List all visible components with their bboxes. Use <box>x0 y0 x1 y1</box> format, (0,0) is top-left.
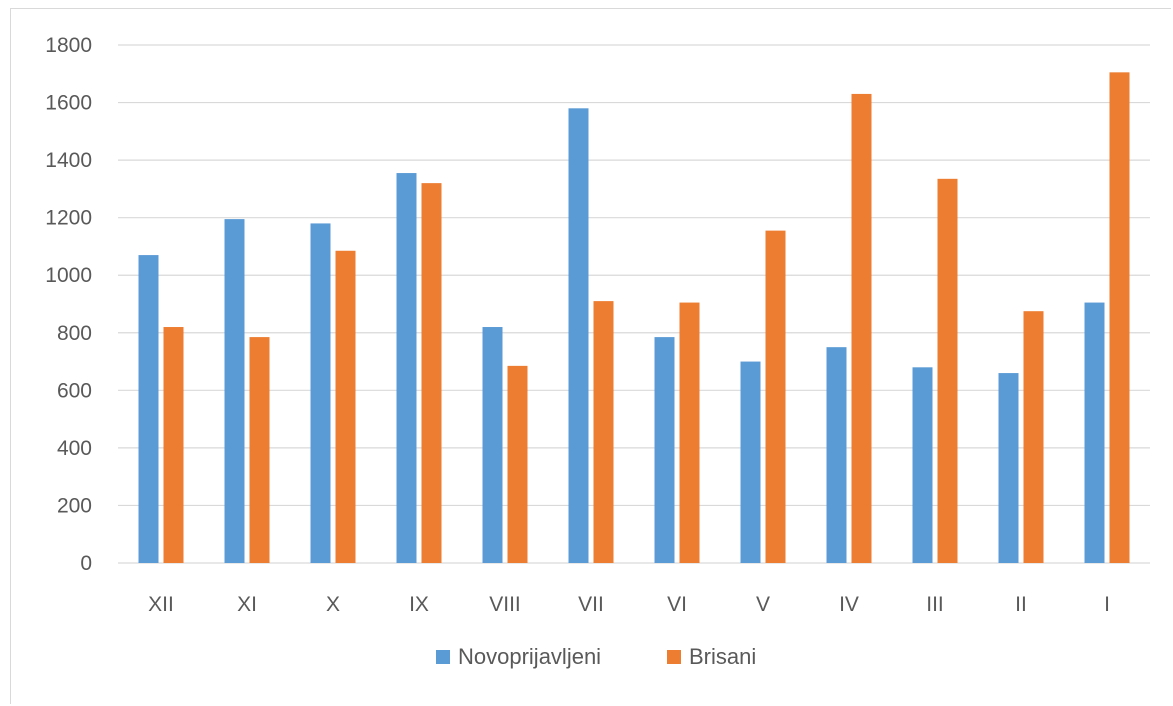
legend: Novoprijavljeni Brisani <box>436 644 756 669</box>
gridlines <box>118 44 1150 564</box>
legend-label: Brisani <box>689 644 756 669</box>
bar-novoprijavljeni <box>740 361 761 563</box>
bar-brisani <box>679 302 700 563</box>
y-tick-label: 0 <box>80 552 92 575</box>
x-tick-label: II <box>1015 593 1027 616</box>
y-axis-ticks: 0 200 400 600 800 1000 1200 1400 1600 1800 <box>45 34 92 575</box>
bar-brisani <box>1109 72 1130 563</box>
x-tick-label: VIII <box>489 593 521 616</box>
y-tick-label: 1800 <box>45 34 92 57</box>
bar-novoprijavljeni <box>224 219 245 563</box>
bar-brisani <box>507 365 528 563</box>
bar-brisani <box>421 183 442 563</box>
bar-novoprijavljeni <box>654 337 675 563</box>
x-tick-label: VI <box>667 593 687 616</box>
bar-brisani <box>249 337 270 563</box>
y-tick-label: 1200 <box>45 207 92 230</box>
bar-brisani <box>335 250 356 563</box>
y-tick-label: 1600 <box>45 92 92 115</box>
bar-novoprijavljeni <box>1084 302 1105 563</box>
legend-swatch <box>667 650 681 664</box>
x-axis-ticks: XII XI X IX VIII VII VI V IV III II I <box>148 593 1110 616</box>
x-tick-label: X <box>326 593 340 616</box>
bar-novoprijavljeni <box>998 373 1019 563</box>
y-tick-label: 800 <box>57 322 92 345</box>
x-tick-label: V <box>756 593 770 616</box>
y-tick-label: 400 <box>57 437 92 460</box>
x-tick-label: VII <box>578 593 604 616</box>
bar-novoprijavljeni <box>826 347 847 563</box>
x-tick-label: IX <box>409 593 429 616</box>
bars <box>138 72 1130 564</box>
x-tick-label: XII <box>148 593 174 616</box>
bar-novoprijavljeni <box>138 255 159 564</box>
y-tick-label: 1400 <box>45 149 92 172</box>
bar-novoprijavljeni <box>912 367 933 563</box>
bar-novoprijavljeni <box>310 223 331 563</box>
bar-brisani <box>1023 311 1044 563</box>
x-tick-label: I <box>1104 593 1110 616</box>
bar-brisani <box>937 178 958 564</box>
x-tick-label: XI <box>237 593 257 616</box>
bar-brisani <box>163 327 184 563</box>
bar-novoprijavljeni <box>396 173 417 564</box>
chart-frame <box>10 8 1171 704</box>
bar-brisani <box>765 230 786 563</box>
legend-label: Novoprijavljeni <box>458 644 601 669</box>
y-tick-label: 200 <box>57 494 92 517</box>
y-tick-label: 1000 <box>45 264 92 287</box>
bar-brisani <box>593 301 614 563</box>
x-tick-label: IV <box>839 593 859 616</box>
x-tick-label: III <box>926 593 944 616</box>
y-tick-label: 600 <box>57 379 92 402</box>
bar-novoprijavljeni <box>482 327 503 563</box>
legend-swatch <box>436 650 450 664</box>
bar-novoprijavljeni <box>568 108 589 564</box>
bar-brisani <box>851 93 872 563</box>
